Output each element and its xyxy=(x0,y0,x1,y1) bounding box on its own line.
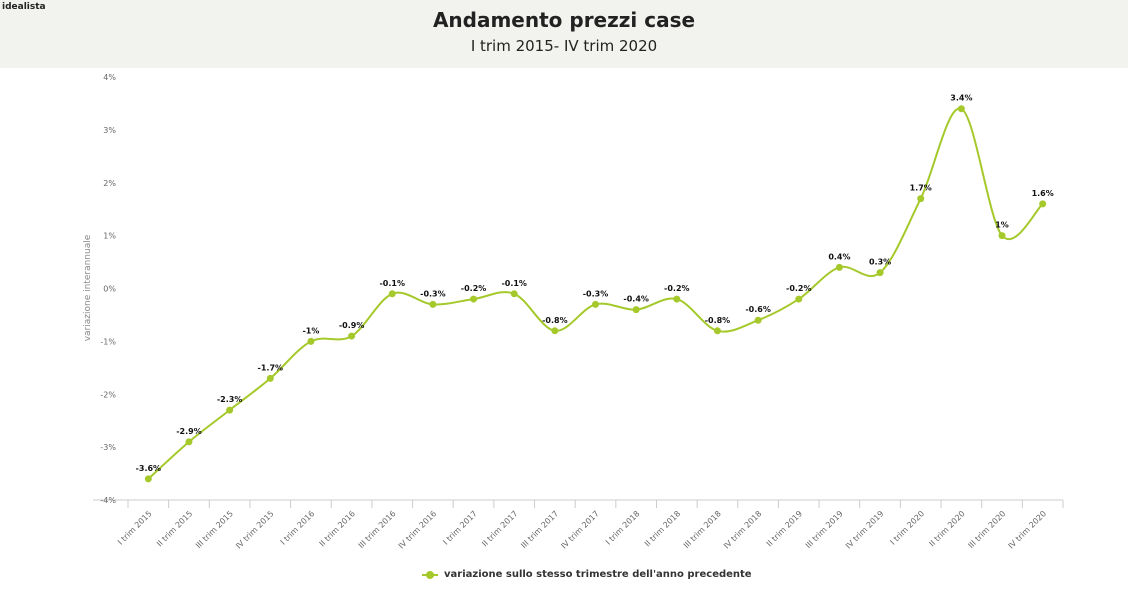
x-tick-label: IV trim 2019 xyxy=(844,509,886,551)
y-axis-label: variazione interannuale xyxy=(83,234,93,341)
x-tick-label: II trim 2015 xyxy=(155,509,194,548)
y-tick-label: -2% xyxy=(100,390,116,399)
data-point xyxy=(266,374,274,382)
data-point xyxy=(876,269,884,277)
data-label: 0.4% xyxy=(828,252,850,261)
data-point xyxy=(835,263,843,271)
x-tick-label: III trim 2018 xyxy=(682,509,723,550)
data-point xyxy=(632,306,640,314)
data-label: 0.3% xyxy=(869,258,891,267)
data-label: -2.3% xyxy=(217,395,243,404)
data-label: -3.6% xyxy=(136,464,162,473)
y-tick-label: 2% xyxy=(103,179,116,188)
data-point xyxy=(998,232,1006,240)
y-tick-label: 4% xyxy=(103,73,116,82)
x-tick-label: III trim 2020 xyxy=(966,509,1007,550)
chart-header: idealista Andamento prezzi case I trim 2… xyxy=(0,0,1128,68)
data-point xyxy=(185,438,193,446)
x-tick-label: III trim 2016 xyxy=(357,509,398,550)
x-tick-label: IV trim 2018 xyxy=(722,509,764,551)
data-point xyxy=(470,295,478,303)
y-tick-label: 1% xyxy=(103,232,116,241)
data-point xyxy=(388,290,396,298)
data-label: -2.9% xyxy=(176,427,202,436)
data-point xyxy=(510,290,518,298)
data-point xyxy=(429,300,437,308)
data-point xyxy=(551,327,559,335)
data-label: -0.2% xyxy=(786,284,812,293)
y-tick-label: 3% xyxy=(103,126,116,135)
x-tick-label: I trim 2015 xyxy=(116,509,154,547)
x-tick-label: II trim 2016 xyxy=(318,509,357,548)
x-tick-label: II trim 2017 xyxy=(480,509,519,548)
y-tick-label: -4% xyxy=(100,496,116,505)
data-label: 1.6% xyxy=(1032,189,1054,198)
chart-title: Andamento prezzi case xyxy=(432,8,696,32)
x-tick-label: I trim 2016 xyxy=(279,509,317,547)
x-tick-label: III trim 2017 xyxy=(519,509,560,550)
data-label: -0.1% xyxy=(379,279,405,288)
idealista-logo: idealista xyxy=(2,2,46,12)
x-tick-label: IV trim 2020 xyxy=(1007,509,1049,551)
data-label: -0.2% xyxy=(664,284,690,293)
x-tick-label: IV trim 2016 xyxy=(397,509,439,551)
data-point xyxy=(754,316,762,324)
legend-label: variazione sullo stesso trimestre dell'a… xyxy=(444,569,752,580)
data-label: -0.4% xyxy=(623,295,649,304)
x-tick-label: IV trim 2015 xyxy=(234,509,276,551)
x-tick-label: I trim 2020 xyxy=(888,509,926,547)
data-label: -0.1% xyxy=(501,279,527,288)
legend-marker xyxy=(422,570,438,579)
data-point xyxy=(1039,200,1047,208)
data-label: 1% xyxy=(995,221,1009,230)
data-point xyxy=(307,337,315,345)
data-point xyxy=(795,295,803,303)
x-tick-label: IV trim 2017 xyxy=(559,509,601,551)
data-point xyxy=(592,300,599,308)
data-point xyxy=(144,475,152,483)
data-label: -0.3% xyxy=(583,289,609,298)
data-point xyxy=(348,332,356,340)
data-label: -0.9% xyxy=(339,321,365,330)
data-label: -1% xyxy=(302,326,319,335)
x-tick-label: II trim 2019 xyxy=(765,509,804,548)
y-tick-label: 0% xyxy=(103,285,116,294)
y-tick-label: -1% xyxy=(100,337,116,346)
data-label: 3.4% xyxy=(950,94,972,103)
x-tick-label: II trim 2018 xyxy=(643,509,682,548)
data-point xyxy=(713,327,721,335)
data-point xyxy=(673,295,681,303)
data-label: -1.7% xyxy=(258,363,284,372)
x-tick-label: II trim 2020 xyxy=(927,509,966,548)
x-tick-label: III trim 2015 xyxy=(194,509,235,550)
data-point xyxy=(957,105,965,113)
data-label: -0.2% xyxy=(461,284,487,293)
y-tick-label: -3% xyxy=(100,443,116,452)
chart-subtitle: I trim 2015- IV trim 2020 xyxy=(470,37,658,55)
data-label: -0.6% xyxy=(745,305,771,314)
data-label: 1.7% xyxy=(910,184,932,193)
x-tick-label: I trim 2017 xyxy=(441,509,479,547)
x-tick-label: I trim 2018 xyxy=(604,509,642,547)
data-label: -0.3% xyxy=(420,289,446,298)
data-label: -0.8% xyxy=(705,316,731,325)
data-label: -0.8% xyxy=(542,316,568,325)
data-point xyxy=(226,406,234,414)
x-tick-label: III trim 2019 xyxy=(804,509,845,550)
legend[interactable]: variazione sullo stesso trimestre dell'a… xyxy=(422,569,752,580)
data-point xyxy=(917,195,925,203)
